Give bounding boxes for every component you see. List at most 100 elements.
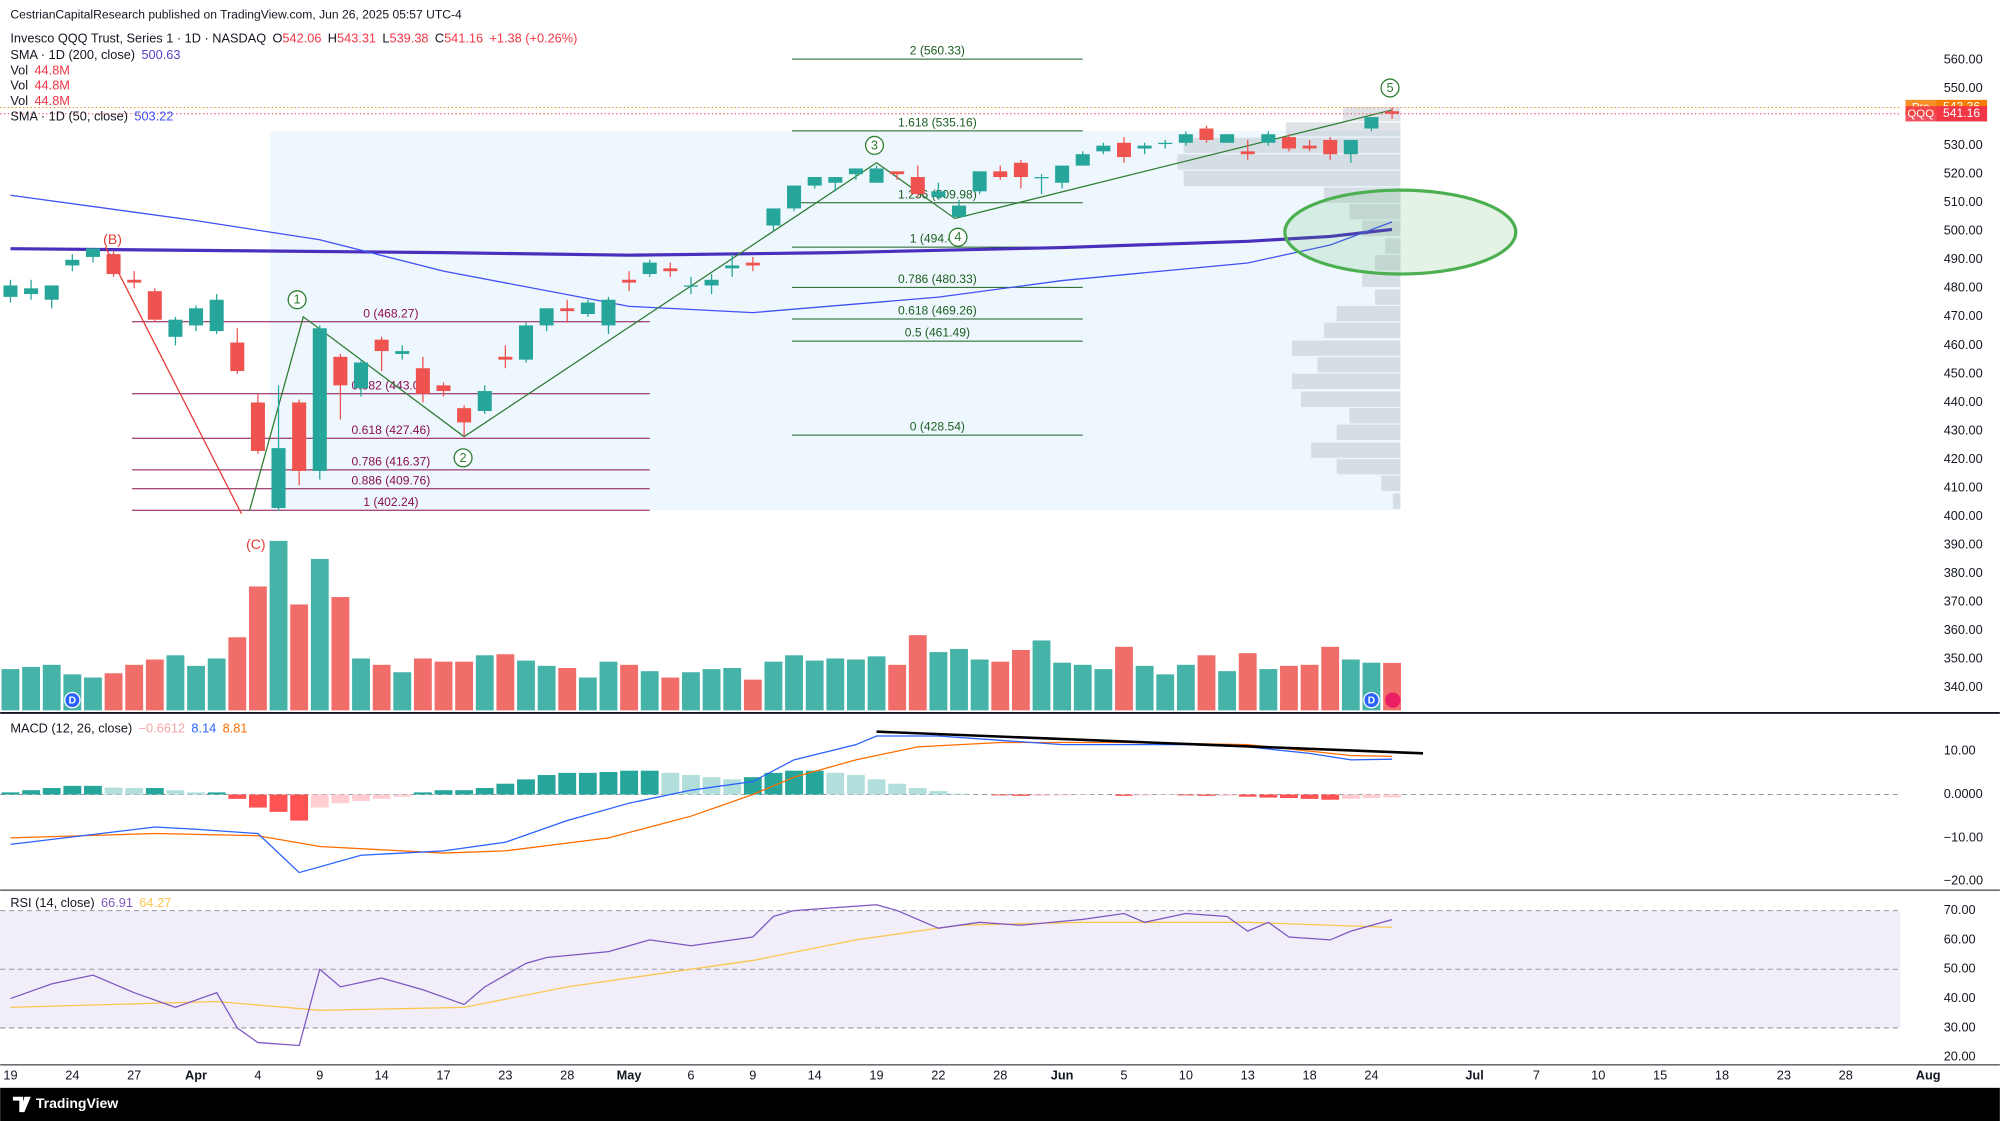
candle-body: [1096, 145, 1111, 152]
macd-histogram-bar: [846, 775, 865, 795]
candle-body: [250, 402, 265, 451]
x-tick-label: 22: [931, 1068, 945, 1083]
volume-bar: [723, 667, 742, 711]
volume-bar: [310, 558, 329, 711]
x-tick-label: 28: [560, 1068, 574, 1083]
moving-average: [10, 194, 1393, 314]
candle-body: [1075, 154, 1090, 166]
macd-histogram-bar: [1, 792, 20, 795]
macd-histogram-bar: [187, 792, 205, 795]
candle-body: [209, 299, 224, 332]
macd-histogram-bar: [331, 794, 350, 804]
volume-bar: [84, 677, 102, 711]
event-icon: [1385, 692, 1401, 708]
legend-item: RSI (14, close): [10, 896, 94, 911]
macd-tick-label: −10.00: [1944, 829, 1983, 844]
volume-bar: [1197, 655, 1216, 711]
legend-item: 8.14: [191, 721, 216, 736]
volume-bar: [145, 659, 164, 711]
macd-histogram-bar: [1032, 794, 1051, 796]
macd-histogram-bar: [1197, 794, 1216, 796]
macd-histogram-bar: [393, 794, 412, 797]
candle-body: [1364, 117, 1379, 129]
y-tick-label: 490.00: [1944, 251, 1983, 266]
y-tick-label: 510.00: [1944, 194, 1983, 209]
volume-bar: [352, 658, 370, 711]
y-tick-label: 400.00: [1944, 508, 1983, 523]
candle-body: [292, 402, 307, 471]
macd-histogram-bar: [558, 772, 577, 795]
candle-body: [1302, 145, 1317, 149]
y-tick-label: 500.00: [1944, 223, 1983, 238]
macd-histogram-bar: [1115, 794, 1133, 796]
y-tick-label: 560.00: [1944, 51, 1983, 66]
macd-histogram-bar: [1135, 794, 1154, 796]
y-tick-label: 430.00: [1944, 422, 1983, 437]
rsi-tick-label: 70.00: [1944, 902, 1976, 917]
volume-bar: [104, 673, 123, 711]
macd-histogram-bar: [991, 794, 1010, 796]
macd-histogram-bar: [269, 794, 288, 812]
candle-body: [1116, 142, 1132, 158]
volume-bar: [331, 597, 350, 711]
macd-histogram-bar: [785, 770, 803, 795]
background-layer: [270, 130, 1401, 511]
event-marker: [1363, 691, 1380, 709]
volume-bar: [846, 659, 865, 711]
macd-histogram-bar: [84, 785, 102, 795]
volume-bar: [764, 661, 783, 711]
volume-bar: [42, 664, 61, 711]
macd-histogram-bar: [620, 770, 639, 795]
volume-bar: [413, 658, 432, 711]
legend-item: O: [273, 31, 283, 46]
candle-body: [498, 356, 513, 360]
candle-body: [271, 448, 286, 509]
legend-item: 503.22: [134, 109, 173, 124]
x-tick-label: 7: [1533, 1068, 1540, 1083]
macd-histogram-bar: [929, 791, 948, 795]
wave-circle: [864, 135, 885, 155]
x-tick-label: 9: [749, 1068, 756, 1083]
y-tick-label: 380.00: [1944, 565, 1983, 580]
fib-label: 0.786 (480.33): [898, 272, 977, 286]
macd-histogram-bar: [661, 772, 680, 795]
volume-bar: [187, 665, 205, 711]
volume-bar: [1321, 646, 1340, 711]
candle-body: [1261, 134, 1276, 143]
candle-body: [725, 265, 740, 269]
x-tick-label: 4: [254, 1068, 261, 1083]
x-tick-label: 5: [1120, 1068, 1127, 1083]
volume-bar: [1053, 662, 1072, 711]
macd-histogram-bar: [207, 792, 226, 795]
x-tick-label: 13: [1241, 1068, 1255, 1083]
volume-bar: [125, 664, 144, 711]
volume-bar: [496, 654, 515, 711]
volume-bar: [908, 635, 927, 711]
candle-body: [1055, 165, 1070, 183]
y-tick-label: 370.00: [1944, 594, 1983, 609]
macd-histogram-bar: [42, 788, 61, 795]
candle-body: [1199, 128, 1214, 140]
wave-label: (B): [103, 231, 122, 247]
moving-average: [10, 227, 1393, 257]
legend-line: SMA · 1D (200, close) 500.63: [10, 47, 180, 62]
footer-bar: [0, 1087, 2000, 1121]
wave-label: 1: [294, 292, 301, 307]
legend-item: 44.8M: [34, 78, 69, 93]
y-tick-label: 460.00: [1944, 337, 1983, 352]
rsi-tick-label: 40.00: [1944, 990, 1976, 1005]
candle-body: [1323, 139, 1338, 155]
candle-body: [85, 248, 100, 257]
macd-histogram-bar: [145, 788, 164, 795]
y-tick-label: 530.00: [1944, 137, 1983, 152]
x-tick-label: Aug: [1916, 1068, 1941, 1083]
legend-line: SMA · 1D (50, close) 503.22: [10, 109, 173, 124]
macd-histogram-bar: [867, 779, 886, 795]
candle-body: [890, 171, 905, 175]
volume-bar: [888, 664, 907, 711]
legend-item: 542.06: [282, 31, 321, 46]
candle-body: [580, 302, 595, 314]
legend-item: 64.27: [139, 896, 171, 911]
header: CestrianCapitalResearch published on Tra…: [10, 8, 462, 22]
candle-body: [745, 262, 760, 266]
